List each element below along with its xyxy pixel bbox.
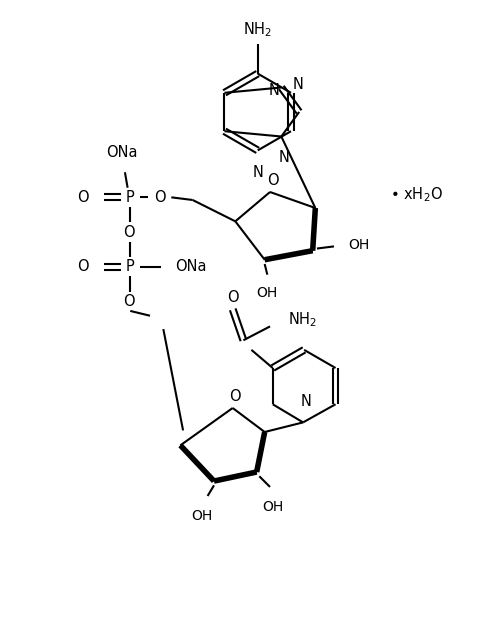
Text: NH$_2$: NH$_2$ [243,20,272,39]
Text: P: P [126,190,135,205]
Text: N: N [278,150,289,165]
Text: O: O [154,190,165,205]
Text: N: N [293,77,304,92]
Text: O: O [267,173,278,188]
Text: O: O [78,190,89,205]
Text: ONa: ONa [106,145,138,159]
Text: P: P [126,259,135,274]
Text: OH: OH [257,287,278,300]
Text: N: N [252,165,263,180]
Text: ONa: ONa [176,259,207,274]
Text: OH: OH [262,500,283,514]
Text: N: N [268,83,279,98]
Text: O: O [78,259,89,274]
Text: OH: OH [348,238,369,252]
Text: O: O [123,294,135,309]
Text: N: N [300,394,311,409]
Text: OH: OH [192,509,213,523]
Text: O: O [227,290,239,305]
Text: • xH$_2$O: • xH$_2$O [390,186,443,204]
Text: O: O [123,225,135,239]
Text: NH$_2$: NH$_2$ [288,310,317,330]
Text: O: O [230,388,241,404]
